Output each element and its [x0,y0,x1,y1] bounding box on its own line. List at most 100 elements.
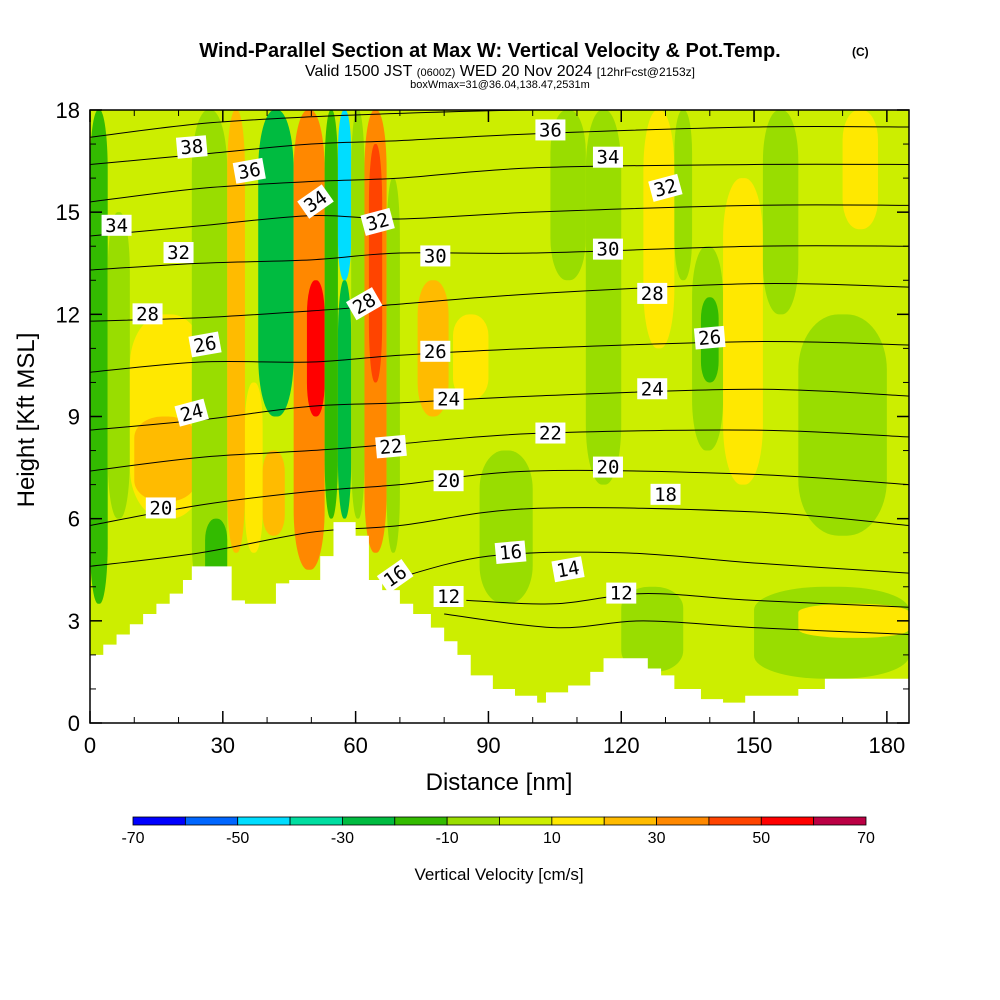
colorbar-swatch [656,816,710,826]
colorbar-swatch [603,816,657,826]
contour-label: 30 [592,238,623,261]
contour-label: 24 [637,378,668,400]
colorbar-label: Vertical Velocity [cm/s] [414,865,583,884]
colorbar-swatch [760,816,815,826]
colorbar-tick-label: -70 [121,830,144,847]
contour-label-bg [232,157,266,184]
contour-label: 14 [551,556,585,583]
subtitle-fcst: [12hrFcst@2153z] [597,65,695,79]
theta-contour [90,469,909,526]
contour-label-text: 30 [597,239,620,261]
contour-label-text: 28 [136,303,159,325]
velocity-cell [244,382,263,553]
x-tick-label: 90 [476,733,500,758]
colorbar-tick-label: -30 [331,830,354,847]
velocity-cell [621,586,684,672]
x-tick-label: 150 [736,733,773,758]
contour-label-text: 16 [498,541,523,565]
contour-label-text: 24 [437,388,460,410]
colorbar-tick-label: 70 [857,830,875,847]
velocity-cell [90,110,108,604]
contour-label-bg [101,214,132,236]
velocity-cell [453,314,489,400]
colorbar-swatch [446,816,500,826]
velocity-cell [798,314,887,536]
theta-contour [90,110,909,138]
contour-label: 22 [375,434,407,459]
contour-label-bg [494,540,527,564]
colorbar-swatch [708,816,762,826]
colorbar: -70 -50 -30 -10 10 30 50 70 [121,816,875,847]
contour-label-text: 18 [654,484,677,506]
x-tick-label: 30 [211,733,235,758]
y-tick-label: 9 [68,405,80,430]
contour-label-text: 36 [236,158,262,184]
contour-label: 26 [693,325,726,350]
contour-label: 34 [101,214,132,237]
velocity-cell [324,110,338,519]
contour-label-text: 20 [437,470,460,492]
y-axis-label: Height [Kft MSL] [13,333,40,508]
chart-title: Wind-Parallel Section at Max W: Vertical… [199,40,780,62]
contour-label: 16 [494,540,527,565]
contour-label-bg [535,422,566,444]
contour-label-bg [297,184,334,219]
velocity-cell [337,280,352,519]
colorbar-swatch [813,816,867,826]
contour-label: 22 [535,422,566,445]
contour-label-text: 22 [379,435,404,459]
contour-label-text: 26 [192,332,218,358]
contour-label-bg [592,146,623,168]
theta-contour [390,551,909,581]
contour-label-bg [535,119,566,141]
y-tick-label: 18 [56,98,80,123]
contour-label-text: 26 [697,326,722,350]
contour-label-bg [433,388,464,410]
contour-label: 38 [175,135,208,159]
contour-label-bg [420,340,451,362]
contour-label: 36 [232,157,266,184]
contour-label-text: 30 [424,245,447,267]
velocity-cell [674,110,693,281]
velocity-cell [337,110,352,281]
x-tick-label: 0 [84,733,96,758]
colorbar-swatch [184,816,239,826]
colorbar-tick-label: 50 [752,830,770,847]
contour-label-bg [145,497,176,519]
velocity-cell [762,110,799,315]
velocity-cell [386,178,400,553]
contour-label: 18 [650,483,681,506]
theta-contour [466,593,909,608]
x-tick-label: 60 [343,733,367,758]
contour-label: 12 [606,582,637,605]
contour-label-text: 20 [149,497,172,519]
contour-label-bg [637,378,668,400]
contour-label: 28 [132,303,163,325]
contour-label-bg [375,434,407,459]
colorbar-swatch [289,816,343,826]
colorbar-swatch [551,816,605,826]
velocity-cell [585,110,622,485]
colorbar-tick-label: -10 [436,830,459,847]
contour-label-text: 22 [539,423,562,445]
contour-label-bg [551,556,585,583]
subtitle-utc: (0600Z) [417,67,456,79]
theta-contour [90,429,909,472]
contour-label: 32 [360,207,395,236]
colorbar-swatch [132,816,186,826]
velocity-cell [643,110,675,349]
colorbar-tick-label: -50 [226,830,249,847]
contour-label-bg [163,242,194,264]
theta-contours [90,110,909,635]
contour-label: 20 [145,497,176,519]
x-axis-label: Distance [nm] [426,769,573,796]
theta-contour [444,613,909,635]
theta-contour [90,163,909,203]
subtitle-date: WED 20 Nov 2024 [460,63,593,80]
contour-label-text: 28 [641,283,664,305]
contour-label-bg [693,325,726,350]
contour-label-bg [648,173,683,202]
contour-label-bg [420,245,451,267]
